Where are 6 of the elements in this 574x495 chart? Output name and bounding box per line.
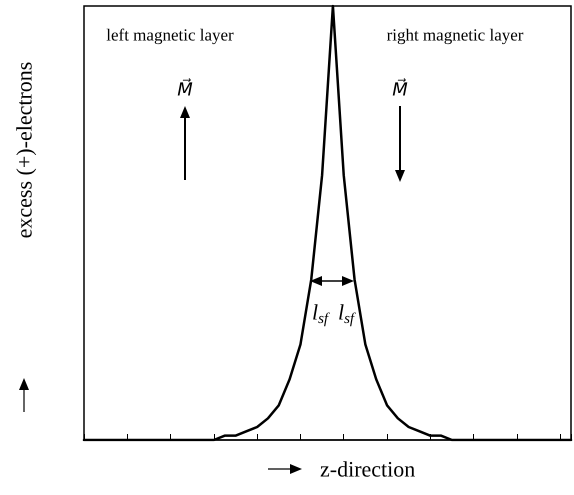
y-axis-title: excess (+)-electrons [12,62,36,238]
annotation: left magnetic layer [106,26,234,44]
annotation: M⃗ [392,78,408,100]
x-axis-title: z-direction [320,456,416,482]
annotation: M⃗ [177,78,194,100]
annotation: right magnetic layer [386,26,524,44]
